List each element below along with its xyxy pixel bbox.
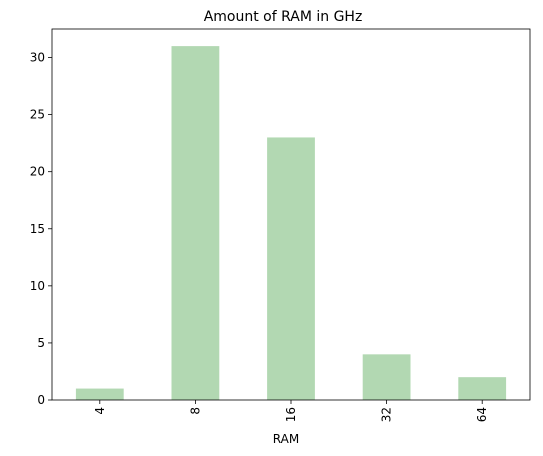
bar-32: [362, 354, 411, 400]
x-axis-label: RAM: [273, 432, 299, 446]
chart-title: Amount of RAM in GHz: [204, 9, 363, 25]
x-tick-label: 32: [380, 407, 394, 422]
bars-group: [75, 46, 507, 400]
y-axis: 0 5 10 15 20 25 30: [30, 51, 52, 407]
bar-64: [458, 377, 507, 400]
x-tick-label: 16: [284, 407, 298, 422]
bar-8: [171, 46, 220, 400]
bar-16: [267, 137, 315, 400]
y-tick-label: 15: [30, 222, 45, 236]
x-tick-label: 8: [188, 407, 202, 415]
bar-4: [75, 388, 124, 400]
y-tick-label: 25: [30, 108, 45, 122]
y-tick-label: 30: [30, 51, 45, 65]
y-tick-label: 0: [37, 393, 45, 407]
plot-frame: [51, 28, 531, 401]
y-tick-label: 10: [30, 279, 45, 293]
y-tick-label: 20: [30, 165, 45, 179]
x-tick-label: 64: [475, 407, 489, 422]
x-axis: 4 8 16 32 64: [93, 400, 489, 422]
x-tick-label: 4: [93, 407, 107, 415]
y-tick-label: 5: [37, 336, 45, 350]
